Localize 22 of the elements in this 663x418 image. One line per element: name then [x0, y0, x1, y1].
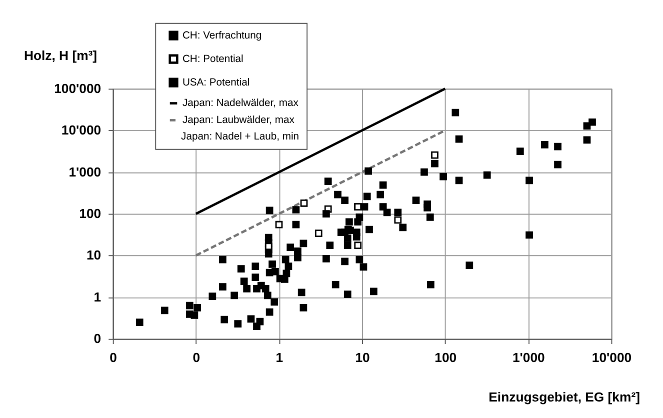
- y-axis-title: Holz, H [m³]: [24, 48, 98, 64]
- y-tick-label: 10'000: [61, 122, 102, 138]
- legend-label: Japan: Laubwälder, max: [182, 115, 296, 126]
- y-tick-label: 100: [79, 206, 102, 222]
- legend-label: CH: Potential: [182, 54, 244, 65]
- legend-label: Japan: Nadelwälder, max: [182, 98, 300, 110]
- x-tick-label: 1: [276, 350, 284, 365]
- y-tick-label: 0: [94, 331, 102, 346]
- x-tick-label: 0: [192, 350, 200, 365]
- y-tick-label: 100'000: [54, 80, 102, 96]
- y-tick-label: 10: [86, 248, 102, 263]
- y-tick-label: 1: [94, 289, 102, 304]
- legend-label: USA: Potential: [182, 77, 250, 88]
- y-tick-label: 1'000: [68, 164, 102, 180]
- x-axis-title: Einzugsgebiet, EG [km²]: [488, 389, 640, 404]
- x-tick-label: 0: [110, 350, 117, 365]
- legend-title: Japan: Nadel + Laub, min: [181, 132, 300, 142]
- x-tick-label: 10'000: [592, 350, 632, 365]
- x-tick-label: 100: [434, 350, 457, 365]
- x-tick-label: 1'000: [512, 350, 545, 365]
- legend-label: CH: Verfrachtung: [182, 30, 262, 42]
- x-tick-label: 10: [355, 350, 370, 365]
